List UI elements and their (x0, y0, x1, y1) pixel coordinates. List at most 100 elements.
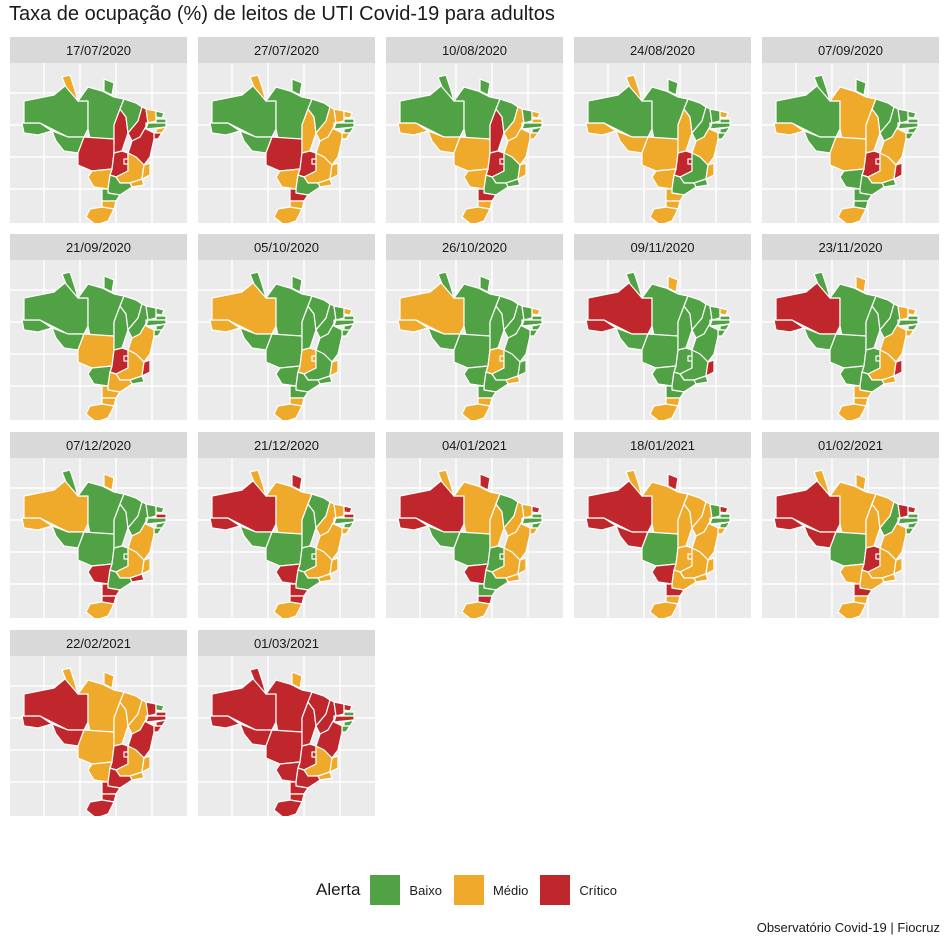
brazil-map (198, 458, 375, 618)
state-rr (249, 667, 267, 695)
state-es (329, 557, 339, 575)
state-rs (649, 601, 679, 618)
state-rr (61, 667, 79, 695)
state-mt (829, 333, 867, 369)
brazil-map (10, 63, 187, 223)
panel-date-label: 17/07/2020 (10, 37, 187, 63)
state-ap (291, 473, 303, 491)
state-rs (461, 206, 491, 223)
state-mt (77, 729, 115, 765)
state-pb (155, 315, 167, 321)
state-es (705, 557, 715, 575)
state-am (211, 479, 277, 533)
brazil-map (386, 260, 563, 420)
state-ce (709, 108, 721, 124)
state-ce (145, 108, 157, 124)
state-ap (855, 78, 867, 96)
state-se (529, 132, 539, 140)
state-se (341, 329, 351, 337)
state-ap (291, 78, 303, 96)
state-ap (855, 275, 867, 293)
state-rr (813, 271, 831, 299)
panel-date-label: 09/11/2020 (574, 234, 751, 260)
state-ce (709, 305, 721, 321)
brazil-map (386, 63, 563, 223)
map-panel: 21/09/2020 (10, 234, 187, 420)
state-rr (61, 469, 79, 497)
state-rn (719, 505, 729, 514)
state-es (705, 359, 715, 377)
brazil-map (198, 260, 375, 420)
state-pb (719, 315, 731, 321)
state-rr (813, 74, 831, 102)
state-rn (531, 307, 541, 316)
map-panel: 24/08/2020 (574, 37, 751, 223)
map-panel: 17/07/2020 (10, 37, 187, 223)
brazil-map (574, 458, 751, 618)
state-ce (897, 305, 909, 321)
state-rs (649, 403, 679, 420)
state-am (211, 281, 277, 335)
state-rn (907, 505, 917, 514)
state-am (23, 84, 89, 138)
brazil-map (574, 260, 751, 420)
map-panel: 27/07/2020 (198, 37, 375, 223)
state-rr (249, 271, 267, 299)
state-es (141, 359, 151, 377)
state-am (211, 84, 277, 138)
state-rr (813, 469, 831, 497)
state-am (587, 479, 653, 533)
map-panel: 01/02/2021 (762, 432, 939, 618)
state-rn (343, 703, 353, 712)
map-panel: 22/02/2021 (10, 630, 187, 816)
state-rn (907, 110, 917, 119)
state-ap (291, 671, 303, 689)
state-ap (855, 473, 867, 491)
map-panel: 01/03/2021 (198, 630, 375, 816)
state-pb (907, 315, 919, 321)
state-rs (273, 799, 303, 816)
small-multiples-grid: 17/07/2020 27/07/2020 10/08/2020 24/08/2020… (10, 37, 939, 816)
state-es (329, 755, 339, 773)
state-mt (265, 729, 303, 765)
state-es (141, 755, 151, 773)
brazil-map (10, 260, 187, 420)
state-se (153, 329, 163, 337)
state-ap (103, 78, 115, 96)
state-rs (273, 403, 303, 420)
state-am (775, 84, 841, 138)
state-ap (291, 275, 303, 293)
state-am (399, 281, 465, 335)
state-es (329, 162, 339, 180)
state-es (893, 557, 903, 575)
panel-date-label: 24/08/2020 (574, 37, 751, 63)
state-rr (249, 469, 267, 497)
state-se (905, 329, 915, 337)
legend-label-medio: Médio (492, 882, 529, 898)
state-es (893, 162, 903, 180)
panel-date-label: 21/09/2020 (10, 234, 187, 260)
panel-date-label: 01/03/2021 (198, 630, 375, 656)
map-panel: 18/01/2021 (574, 432, 751, 618)
state-rr (625, 469, 643, 497)
state-am (775, 281, 841, 335)
chart-title: Taxa de ocupação (%) de leitos de UTI Co… (9, 3, 555, 25)
legend-item-baixo: Baixo (370, 875, 442, 905)
state-rs (837, 403, 867, 420)
legend: Alerta Baixo Médio Crítico (316, 874, 629, 906)
state-ce (333, 503, 345, 519)
state-rn (343, 110, 353, 119)
brazil-map (762, 458, 939, 618)
state-rn (343, 505, 353, 514)
state-se (341, 527, 351, 535)
state-se (341, 725, 351, 733)
panel-date-label: 23/11/2020 (762, 234, 939, 260)
state-rr (625, 271, 643, 299)
legend-swatch-critico (540, 875, 571, 905)
state-ap (479, 275, 491, 293)
state-rn (155, 307, 165, 316)
state-rs (85, 206, 115, 223)
panel-date-label: 07/09/2020 (762, 37, 939, 63)
map-panel: 26/10/2020 (386, 234, 563, 420)
state-es (705, 162, 715, 180)
